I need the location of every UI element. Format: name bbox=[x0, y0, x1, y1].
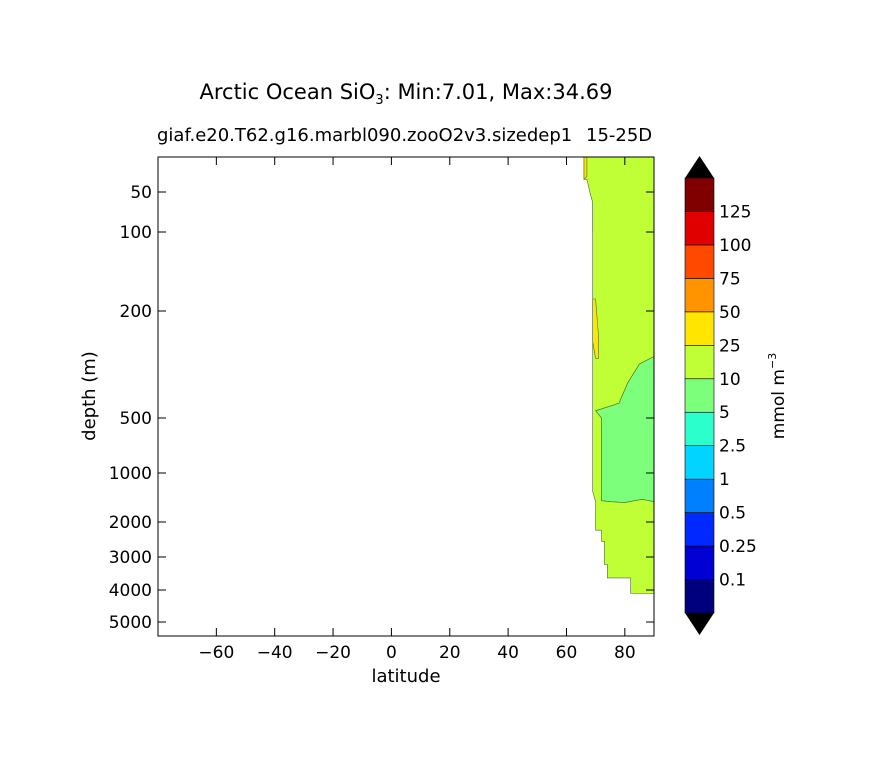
colorbar-tick-label: 1 bbox=[719, 470, 730, 490]
colorbar-tick-label: 10 bbox=[719, 370, 741, 390]
colorbar: 0.1 0.25 0.5 1 2.5 5 10 25 50 75 100 125 bbox=[684, 156, 757, 635]
y-tick-label: 1000 bbox=[109, 464, 152, 484]
x-tick-label: −20 bbox=[315, 643, 351, 663]
y-tick-label: 5000 bbox=[109, 613, 152, 633]
colorbar-segment bbox=[684, 445, 715, 480]
colorbar-label: mmol m−3 bbox=[766, 353, 789, 439]
x-tick-label: 40 bbox=[497, 643, 519, 663]
colorbar-tick-label: 100 bbox=[719, 236, 751, 256]
x-tick-label: −40 bbox=[257, 643, 293, 663]
colorbar-tick-label: 50 bbox=[719, 303, 741, 323]
colorbar-tick-label: 2.5 bbox=[719, 437, 746, 457]
colorbar-tick-label: 125 bbox=[719, 202, 751, 222]
x-tick-label: 20 bbox=[439, 643, 461, 663]
y-tick-label: 2000 bbox=[109, 513, 152, 533]
y-tick-label: 500 bbox=[120, 409, 152, 429]
x-tick-label: 80 bbox=[614, 643, 636, 663]
colorbar-segment bbox=[684, 478, 715, 513]
colorbar-tick-label: 0.1 bbox=[719, 571, 746, 591]
colorbar-extend-max bbox=[685, 156, 714, 178]
colorbar-tick-label: 5 bbox=[719, 403, 730, 423]
y-axis-label: depth (m) bbox=[79, 351, 100, 441]
colorbar-segment bbox=[684, 278, 715, 313]
colorbar-tick-label: 0.25 bbox=[719, 537, 757, 557]
colorbar-segment bbox=[684, 378, 715, 413]
plot-frame bbox=[157, 156, 655, 637]
colorbar-label-exponent: −3 bbox=[766, 353, 779, 369]
contour-region-10-25-2 bbox=[583, 156, 655, 594]
chart-subtitle-period: 15-25D bbox=[586, 125, 653, 146]
x-axis-label: latitude bbox=[371, 666, 440, 687]
y-tick-label: 50 bbox=[130, 183, 152, 203]
y-tick-label: 200 bbox=[120, 302, 152, 322]
colorbar-tick-label: 75 bbox=[719, 269, 741, 289]
colorbar-tick-label: 0.5 bbox=[719, 504, 746, 524]
colorbar-segment bbox=[684, 545, 715, 580]
colorbar-segment bbox=[684, 579, 715, 614]
contour-region-25-50-4 bbox=[592, 298, 599, 359]
colorbar-segment bbox=[684, 177, 715, 212]
x-axis: −60 −40 −20 0 20 40 60 80 bbox=[198, 157, 636, 663]
colorbar-segment bbox=[684, 512, 715, 547]
colorbar-segment bbox=[684, 411, 715, 446]
y-axis: 50 100 200 500 1000 2000 3000 4000 5000 bbox=[109, 183, 654, 633]
colorbar-segment bbox=[684, 244, 715, 279]
x-tick-label: 0 bbox=[386, 643, 397, 663]
contour-region-25-50-3 bbox=[583, 156, 588, 181]
colorbar-segment bbox=[684, 345, 715, 380]
x-tick-label: −60 bbox=[198, 643, 234, 663]
chart-title: Arctic Ocean SiO3: Min:7.01, Max:34.69 bbox=[199, 80, 613, 109]
chart-subtitle-run: giaf.e20.T62.g16.marbl090.zooO2v3.sizede… bbox=[157, 125, 573, 146]
plot-regions bbox=[583, 156, 655, 594]
y-tick-label: 4000 bbox=[109, 581, 152, 601]
colorbar-extend-min bbox=[685, 613, 714, 635]
colorbar-label-unit: mmol m bbox=[769, 369, 789, 439]
colorbar-tick-label: 25 bbox=[719, 336, 741, 356]
colorbar-segment bbox=[684, 211, 715, 246]
y-tick-label: 3000 bbox=[109, 548, 152, 568]
colorbar-segment bbox=[684, 311, 715, 346]
y-tick-label: 100 bbox=[120, 223, 152, 243]
x-tick-label: 60 bbox=[556, 643, 578, 663]
